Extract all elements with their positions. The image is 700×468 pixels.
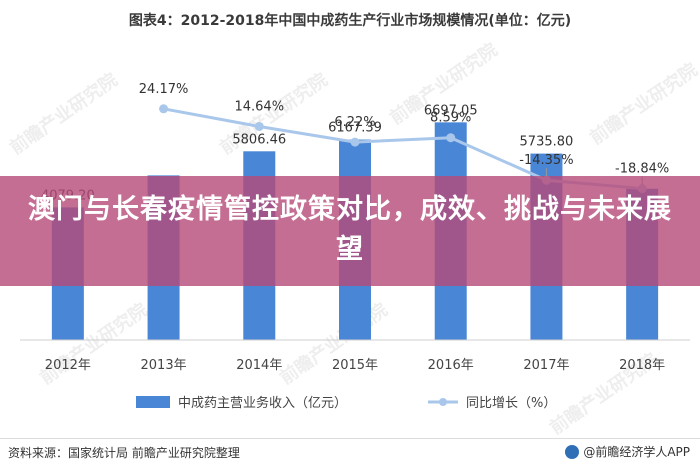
bar-value-label: 6167.39 (328, 121, 382, 136)
growth-point (159, 104, 169, 114)
x-tick-label: 2014年 (236, 358, 282, 373)
growth-value-label: -14.35% (519, 153, 573, 168)
headline-title: 澳门与长春疫情管控政策对比，成效、挑战与未来展望 (28, 194, 672, 265)
growth-value-label: -18.84% (615, 162, 669, 177)
x-tick-label: 2012年 (45, 358, 91, 373)
growth-point (254, 121, 264, 131)
x-tick-label: 2016年 (428, 358, 474, 373)
growth-point (446, 133, 456, 143)
headline-overlay (0, 176, 700, 286)
legend: 中成药主营业务收入（亿元） 同比增长（%） (136, 395, 556, 411)
brand-text: @前瞻经济学人APP (583, 445, 690, 459)
growth-value-label: 24.17% (139, 82, 189, 97)
brand-logo-icon (565, 444, 580, 459)
legend-bar-swatch (136, 396, 170, 408)
growth-point (350, 137, 360, 147)
growth-value-label: 14.64% (234, 99, 284, 114)
footer-divider (0, 438, 700, 468)
bar-value-label: 5735.80 (520, 135, 574, 150)
growth-value-label: 6.22% (334, 115, 375, 130)
brand-badge: @前瞻经济学人APP (565, 443, 690, 460)
legend-line-label: 同比增长（%） (466, 396, 556, 411)
chart-title: 图表4：2012-2018年中国中成药生产行业市场规模情况(单位：亿元) (128, 13, 572, 29)
x-tick-label: 2018年 (619, 358, 665, 373)
labels-layer: 4079.205806.466167.396697.055735.8024.17… (41, 82, 669, 204)
bar-value-label: 5806.46 (232, 132, 286, 147)
x-tick-label: 2013年 (141, 358, 187, 373)
x-tick-label: 2017年 (523, 358, 569, 373)
source-note: 资料来源：国家统计局 前瞻产业研究院整理 (8, 446, 240, 460)
x-tick-label: 2015年 (332, 358, 378, 373)
legend-line-marker (439, 398, 447, 406)
growth-value-label: 8.59% (430, 111, 471, 126)
legend-bar-label: 中成药主营业务收入（亿元） (178, 395, 347, 411)
x-ticks-layer: 2012年 2013年 2014年 2015年 2016年 2017年 2018年 (45, 358, 665, 373)
bar-value-label: 6697.05 (424, 103, 478, 118)
